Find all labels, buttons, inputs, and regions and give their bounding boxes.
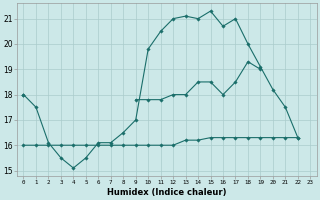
X-axis label: Humidex (Indice chaleur): Humidex (Indice chaleur)	[107, 188, 227, 197]
